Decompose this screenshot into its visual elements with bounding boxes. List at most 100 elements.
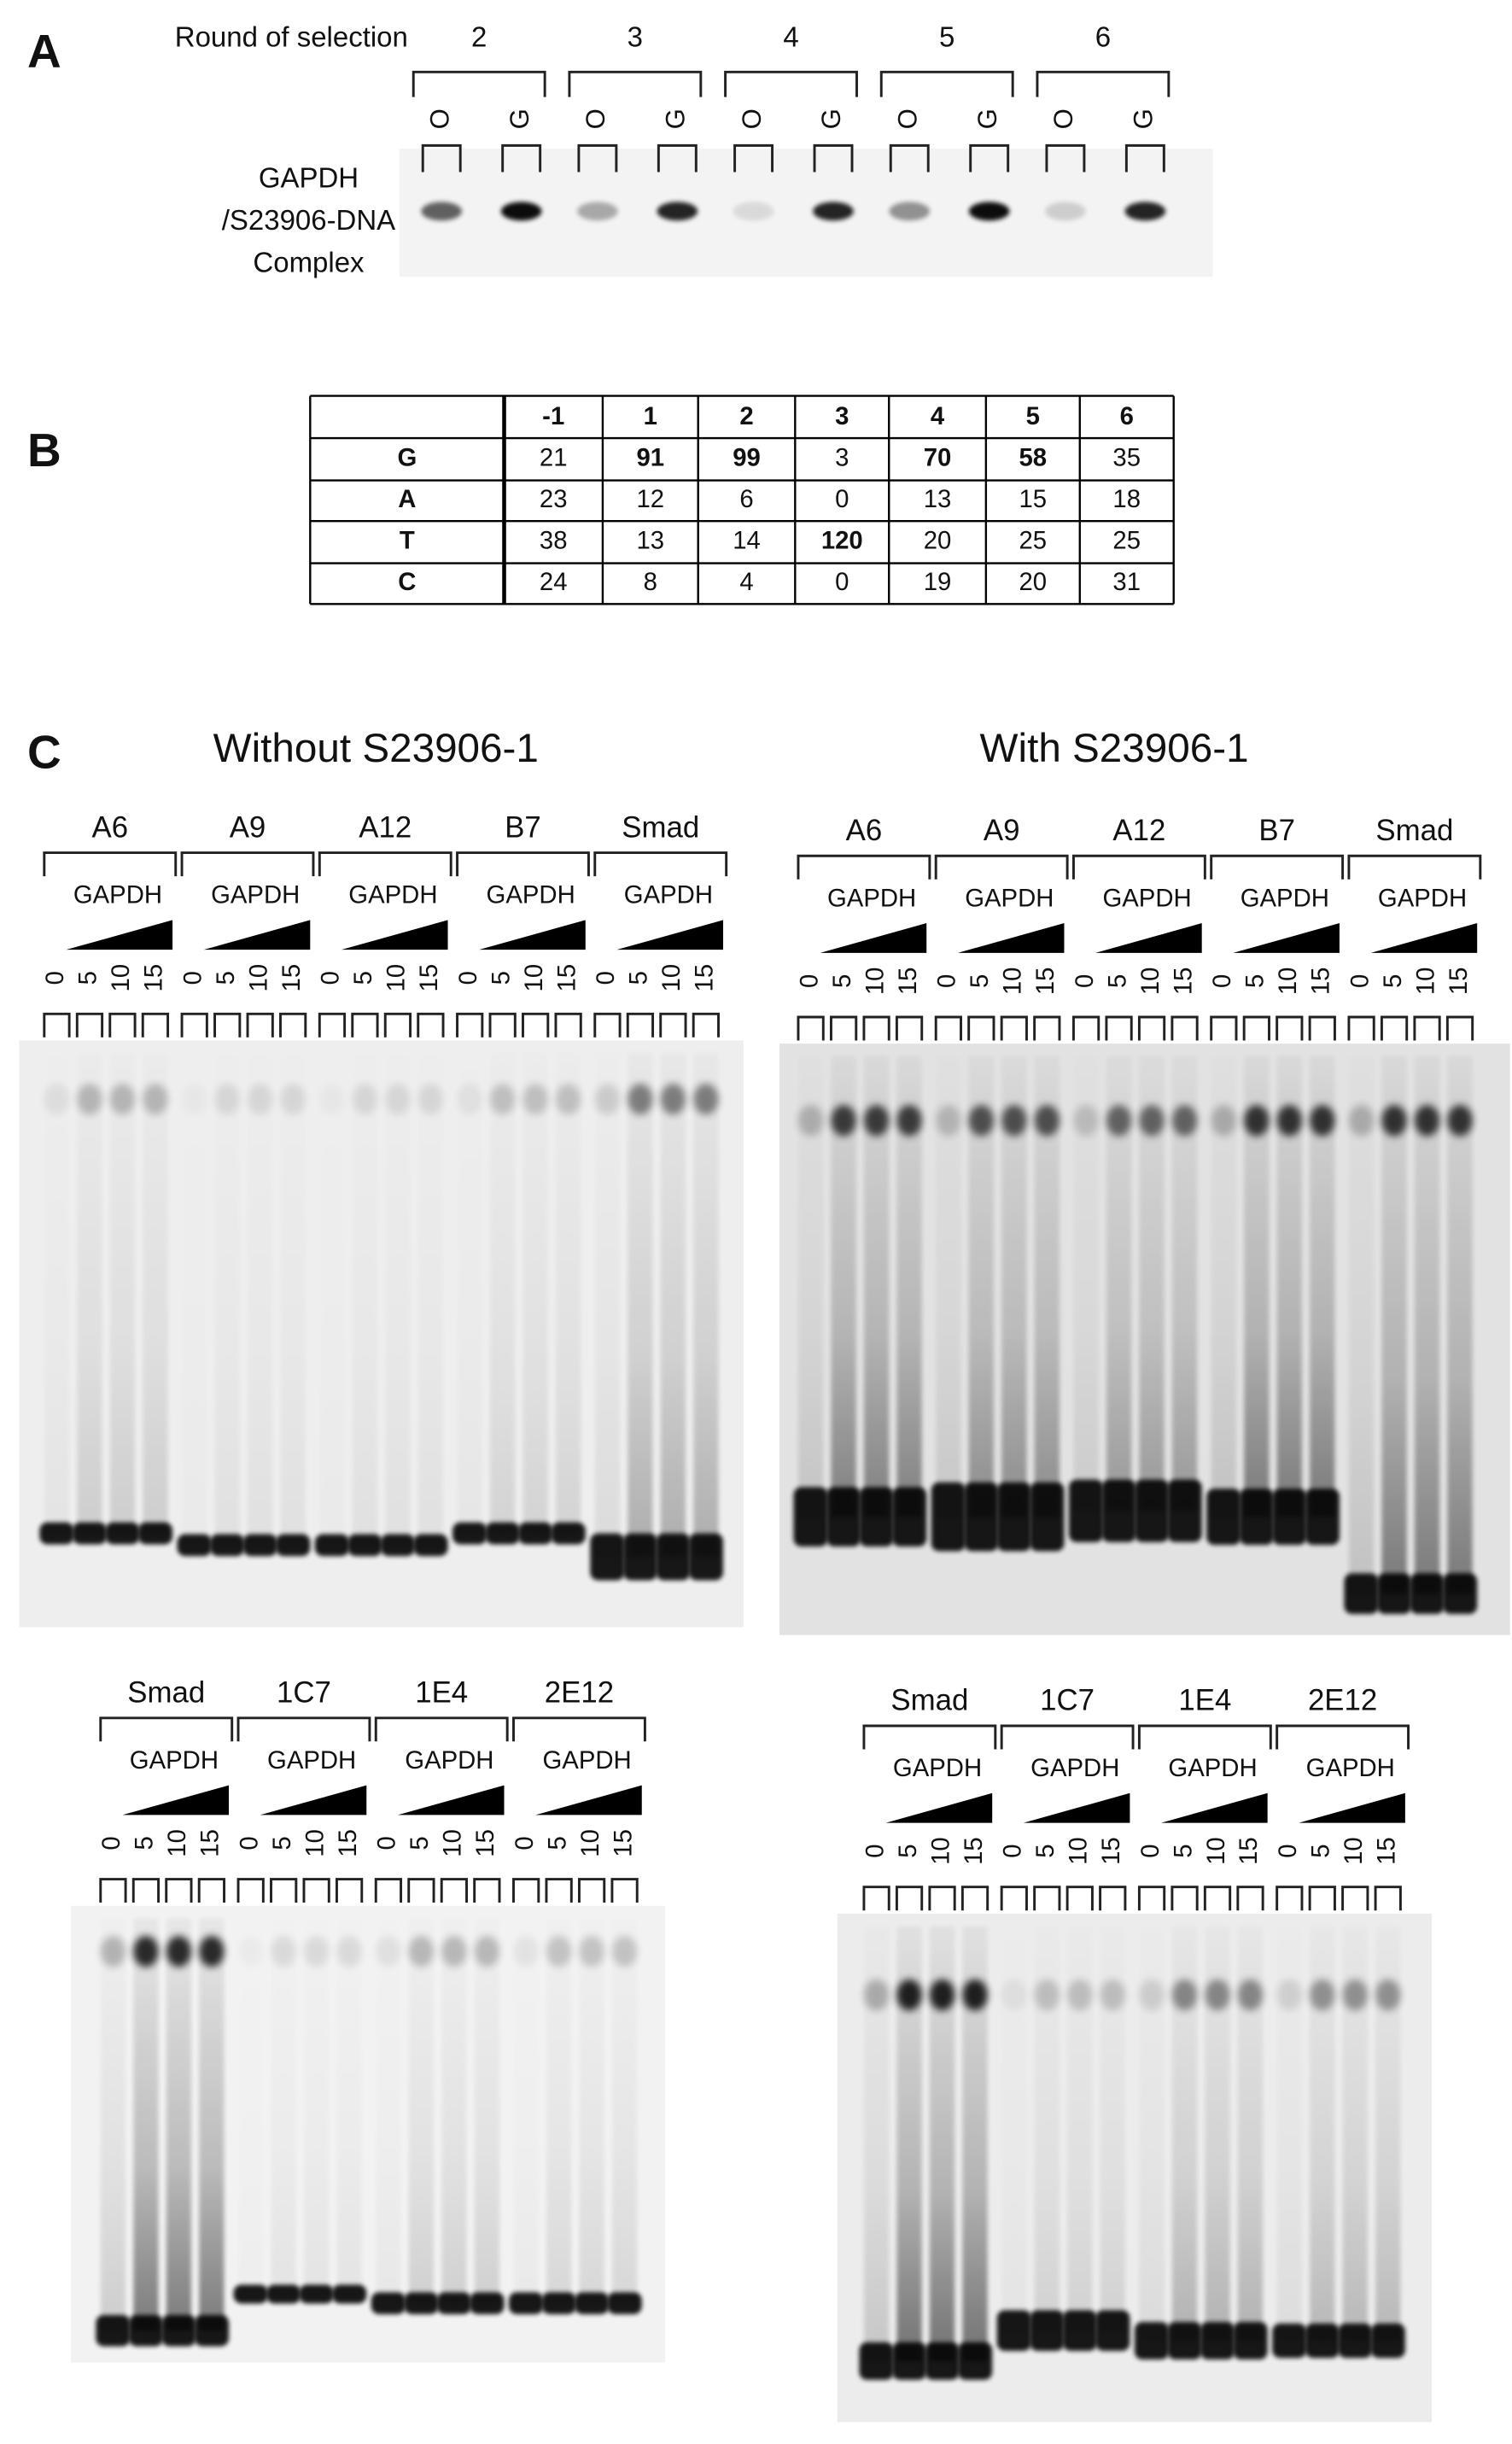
lane-bracket <box>488 1012 517 1038</box>
lane-smear <box>214 1053 240 1546</box>
free-dna-band <box>964 1482 999 1552</box>
complex-band <box>385 1083 411 1115</box>
concentration-label: 0 <box>933 974 961 988</box>
round-bracket <box>568 70 703 97</box>
group-name: 1C7 <box>277 1676 331 1710</box>
lane-bracket <box>797 1015 825 1041</box>
table-header: 5 <box>1026 402 1040 430</box>
complex-band <box>1034 1979 1060 2011</box>
concentration-label: 0 <box>1136 1844 1165 1857</box>
complex-band <box>1348 1104 1375 1137</box>
group-bracket <box>1000 1724 1135 1750</box>
concentration-label: 5 <box>1103 974 1131 988</box>
concentration-label: 0 <box>1274 1844 1302 1857</box>
concentration-label: 5 <box>74 971 102 985</box>
free-dna-band <box>1134 2322 1170 2360</box>
concentration-label: 10 <box>1411 968 1439 996</box>
lane-bracket <box>1105 1015 1133 1041</box>
protein-label: GAPDH <box>1306 1754 1395 1782</box>
table-cell: 3 <box>835 444 849 472</box>
complex-band <box>1375 1979 1401 2011</box>
complex-band <box>1139 1104 1165 1137</box>
complex-band <box>1237 1979 1264 2011</box>
lane-smear <box>336 1918 362 2295</box>
concentration-label: 10 <box>657 964 686 992</box>
free-dna-band <box>436 2292 472 2314</box>
concentration-label: 0 <box>235 1836 263 1850</box>
band <box>1045 202 1086 221</box>
lane-smear <box>490 1053 516 1534</box>
concentration-label: 15 <box>277 964 306 992</box>
complex-band <box>408 1935 435 1967</box>
concentration-label: 5 <box>1241 974 1270 988</box>
group-name: Smad <box>127 1676 205 1710</box>
complex-band <box>863 1979 890 2011</box>
lane-bracket <box>1380 1015 1409 1041</box>
concentration-label: 15 <box>1235 1837 1263 1865</box>
complex-band <box>693 1083 719 1115</box>
free-dna-band <box>210 1534 245 1557</box>
free-dna-band <box>331 2284 367 2304</box>
lane-smear <box>1414 1055 1440 1594</box>
free-dna-band <box>1167 1479 1202 1542</box>
complex-band <box>513 1935 539 1967</box>
round-bracket <box>1036 70 1170 97</box>
free-dna-band <box>859 2342 894 2380</box>
protein-label: GAPDH <box>893 1754 982 1782</box>
complex-band <box>1414 1104 1440 1137</box>
complex-band <box>1073 1104 1099 1137</box>
lane-smear <box>628 1053 653 1558</box>
concentration-label: 5 <box>894 1844 922 1857</box>
group-name: A6 <box>846 814 883 847</box>
band <box>657 202 698 221</box>
lane-label: O <box>424 108 454 129</box>
concentration-label: 0 <box>373 1836 401 1850</box>
lane-bracket <box>1124 143 1165 172</box>
complex-label: GAPDH <box>259 161 359 193</box>
table-cell: 25 <box>1019 527 1048 555</box>
lane-smear <box>474 1918 500 2304</box>
protein-label: GAPDH <box>130 1746 219 1775</box>
free-dna-band <box>607 2292 642 2314</box>
lane-bracket <box>1445 1015 1474 1041</box>
complex-band <box>77 1083 102 1115</box>
free-dna-band <box>517 1522 553 1545</box>
free-dna-band <box>39 1522 74 1545</box>
lane-bracket <box>889 143 930 172</box>
lane-bracket <box>934 1015 962 1041</box>
free-dna-band <box>1370 2323 1405 2359</box>
panel-label: B <box>27 424 61 477</box>
group-name: A9 <box>984 814 1020 847</box>
lane-smear <box>693 1053 719 1558</box>
table-cell: 120 <box>821 527 863 555</box>
band <box>968 202 1010 221</box>
complex-band <box>271 1935 296 1967</box>
free-dna-band <box>1068 1479 1104 1542</box>
complex-band <box>1381 1104 1407 1137</box>
group-name: Smad <box>622 810 699 844</box>
free-dna-band <box>1338 2323 1373 2359</box>
row-label: T <box>400 527 415 555</box>
free-dna-band <box>541 2292 576 2314</box>
group-name: 2E12 <box>545 1676 614 1710</box>
round-number: 3 <box>628 21 643 53</box>
group-bracket <box>99 1716 234 1742</box>
protein-label: GAPDH <box>267 1746 356 1775</box>
round-number: 5 <box>939 21 954 53</box>
concentration-label: 10 <box>382 964 411 992</box>
free-dna-band <box>137 1522 173 1545</box>
group-bracket <box>1071 854 1206 880</box>
lane-bracket <box>1033 1886 1061 1911</box>
lane-bracket <box>1242 1015 1270 1041</box>
free-dna-band <box>1376 1573 1412 1615</box>
round-label: Round of selection <box>175 21 408 53</box>
complex-band <box>214 1083 240 1115</box>
lane-smear <box>1348 1055 1375 1594</box>
protein-label: GAPDH <box>1102 884 1191 912</box>
complex-band <box>1034 1104 1060 1137</box>
group-bracket <box>43 851 178 877</box>
free-dna-band <box>128 2314 164 2347</box>
lane-label: O <box>892 108 922 129</box>
lane-bracket <box>1137 1886 1166 1911</box>
concentration-label: 10 <box>926 1837 954 1865</box>
